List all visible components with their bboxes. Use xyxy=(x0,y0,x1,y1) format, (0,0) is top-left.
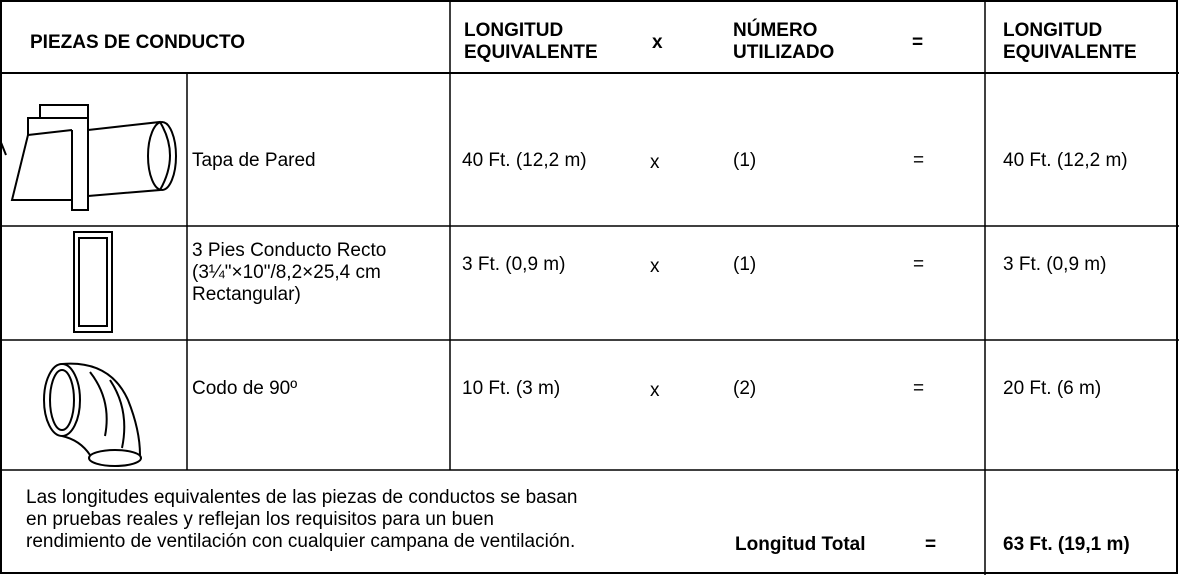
piece-name: Codo de 90º xyxy=(192,378,298,399)
length: 10 Ft. (3 m) xyxy=(462,378,561,399)
wall-cap-icon xyxy=(0,104,177,211)
footer-note: Las longitudes equivalentes de las pieza… xyxy=(26,487,578,508)
length: 40 Ft. (12,2 m) xyxy=(462,150,587,171)
equals: = xyxy=(913,254,925,275)
total: 20 Ft. (6 m) xyxy=(1003,378,1102,399)
equals: = xyxy=(925,534,937,555)
count: (1) xyxy=(733,254,757,275)
piece-name: 3 Pies Conducto Recto xyxy=(192,240,387,261)
elbow-icon xyxy=(43,362,142,467)
header-cell: PIEZAS DE CONDUCTO xyxy=(30,32,246,53)
times: x xyxy=(650,380,660,401)
times: x xyxy=(650,152,660,173)
total-label: Longitud Total xyxy=(735,534,866,555)
piece-name: (3¼"×10"/8,2×25,4 cm xyxy=(192,262,381,283)
header-cell: UTILIZADO xyxy=(733,42,835,63)
header-cell: = xyxy=(912,32,924,53)
header-cell: EQUIVALENTE xyxy=(1003,42,1137,63)
times: x xyxy=(650,256,660,277)
header-cell: NÚMERO xyxy=(733,20,818,41)
piece-name: Rectangular) xyxy=(192,284,301,305)
header-cell: x xyxy=(652,32,663,53)
count: (2) xyxy=(733,378,757,399)
grand-total: 63 Ft. (19,1 m) xyxy=(1003,534,1130,555)
total: 3 Ft. (0,9 m) xyxy=(1003,254,1107,275)
piece-name: Tapa de Pared xyxy=(192,150,316,171)
count: (1) xyxy=(733,150,757,171)
equals: = xyxy=(913,378,925,399)
header-cell: LONGITUD xyxy=(464,20,564,41)
total: 40 Ft. (12,2 m) xyxy=(1003,150,1128,171)
header-cell: EQUIVALENTE xyxy=(464,42,598,63)
header-cell: LONGITUD xyxy=(1003,20,1103,41)
straight-duct-icon xyxy=(73,231,113,333)
equals: = xyxy=(913,150,925,171)
footer-note: rendimiento de ventilación con cualquier… xyxy=(26,531,576,552)
footer-note: en pruebas reales y reflejan los requisi… xyxy=(26,509,494,530)
length: 3 Ft. (0,9 m) xyxy=(462,254,566,275)
